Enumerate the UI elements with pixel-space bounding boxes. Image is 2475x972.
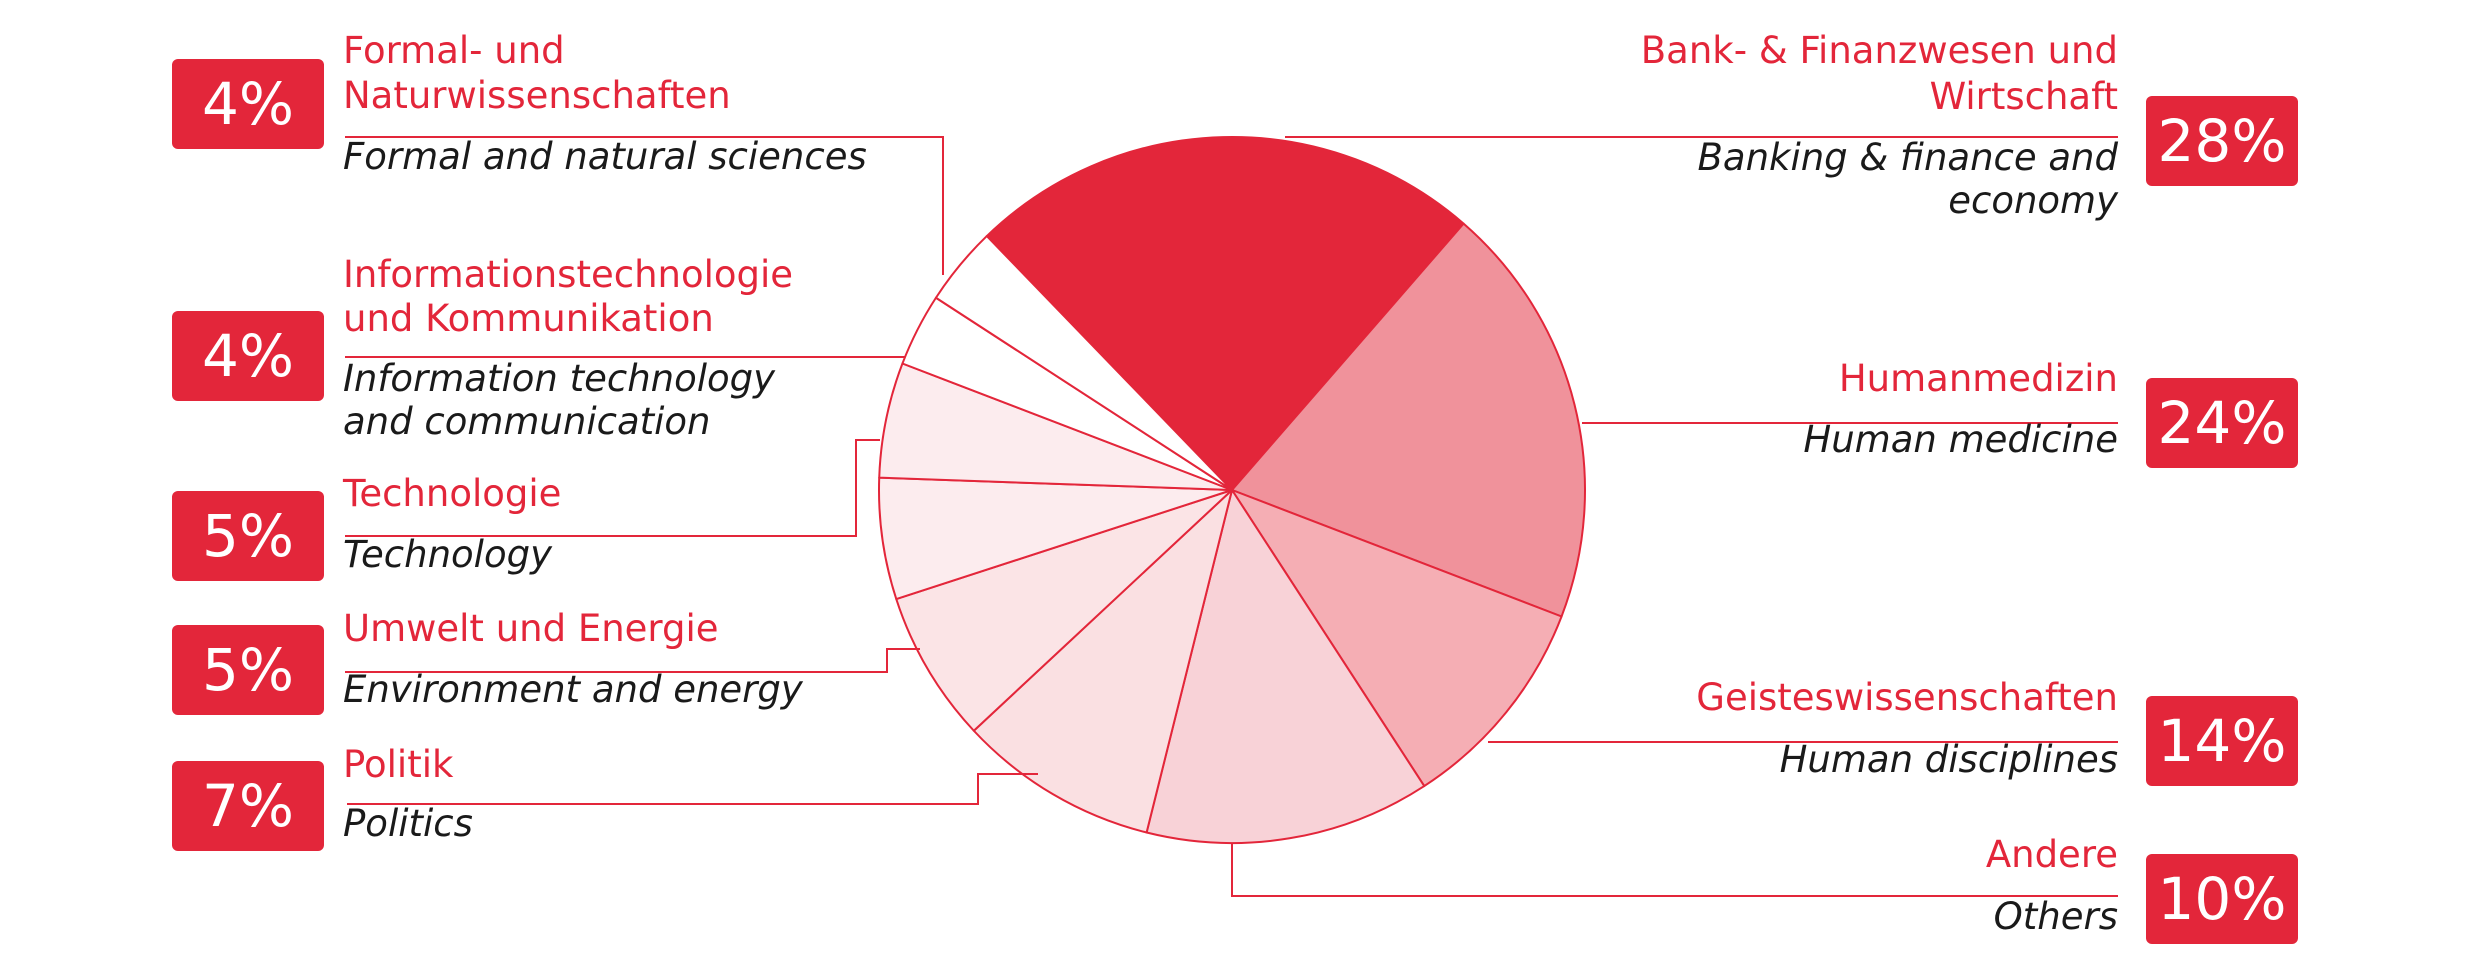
label-en-environment: Environment and energy xyxy=(343,668,804,711)
slice-label-others: 10% Andere Others xyxy=(1986,833,2298,944)
label-de-it-line-1: Informationstechnologie xyxy=(343,253,793,296)
percent-badge-sciences xyxy=(172,59,324,149)
slice-label-politics: 7% Politik Politics xyxy=(172,743,473,851)
percent-label-environment: 5% xyxy=(202,636,294,704)
label-en-medicine: Human medicine xyxy=(1803,418,2118,461)
leader-line-politics xyxy=(347,773,1038,805)
percent-badge-technology xyxy=(172,491,324,581)
label-en-it-line-2: and communication xyxy=(343,400,711,443)
percent-label-technology: 5% xyxy=(202,502,294,570)
pie-slice-humanities xyxy=(1231,489,1563,788)
slice-label-environment: 5% Umwelt und Energie Environment and ener… xyxy=(172,607,804,715)
label-de-sciences-line-2: Naturwissenschaften xyxy=(343,74,731,117)
label-de-politics: Politik xyxy=(343,743,454,786)
label-de-banking-line-2: Wirtschaft xyxy=(1930,75,2118,118)
slice-label-technology: 5% Technologie Technology xyxy=(172,472,561,581)
leader-lines xyxy=(345,136,2118,897)
label-en-banking-line-1: Banking & finance and xyxy=(1698,136,2119,179)
label-de-medicine: Humanmedizin xyxy=(1839,357,2118,400)
label-de-others: Andere xyxy=(1986,833,2118,876)
percent-label-humanities: 14% xyxy=(2158,707,2287,775)
label-de-environment: Umwelt und Energie xyxy=(343,607,719,650)
percent-badge-medicine xyxy=(2146,378,2298,468)
percent-badge-others xyxy=(2146,854,2298,944)
label-de-it-line-2: und Kommunikation xyxy=(343,297,714,340)
pie-slice-environment xyxy=(895,489,1233,732)
label-de-sciences-line-1: Formal- und xyxy=(343,29,565,72)
percent-label-banking: 28% xyxy=(2158,107,2287,175)
leader-line-environment xyxy=(345,648,920,673)
percent-label-it: 4% xyxy=(202,322,294,390)
label-en-sciences: Formal and natural sciences xyxy=(343,135,867,178)
percent-badge-environment xyxy=(172,625,324,715)
leader-line-technology xyxy=(345,439,880,537)
leader-line-sciences xyxy=(345,136,944,275)
pie-slice-politics xyxy=(972,489,1233,834)
pie-slices xyxy=(878,136,1586,844)
percent-badge-politics xyxy=(172,761,324,851)
label-en-technology: Technology xyxy=(343,533,553,576)
percent-label-medicine: 24% xyxy=(2158,389,2287,457)
percent-label-others: 10% xyxy=(2158,865,2287,933)
pie-slice-others xyxy=(1145,489,1426,844)
label-de-banking-line-1: Bank- & Finanzwesen und xyxy=(1641,29,2118,72)
percent-badge-it xyxy=(172,311,324,401)
pie-slice-sciences xyxy=(934,235,1233,491)
label-en-politics: Politics xyxy=(343,802,473,845)
label-en-banking-line-2: economy xyxy=(1948,179,2119,222)
percent-label-politics: 7% xyxy=(202,772,294,840)
label-en-it-line-1: Information technology xyxy=(343,357,776,400)
percent-badge-banking xyxy=(2146,96,2298,186)
slice-label-humanities: 14% Geisteswissenschaften Human discipline… xyxy=(1696,676,2298,786)
label-en-humanities: Human disciplines xyxy=(1780,738,2118,781)
percent-label-sciences: 4% xyxy=(202,70,294,138)
label-en-others: Others xyxy=(1994,895,2118,938)
pie-slice-banking xyxy=(985,136,1465,491)
slice-label-medicine: 24% Humanmedizin Human medicine xyxy=(1803,357,2298,468)
percent-badge-humanities xyxy=(2146,696,2298,786)
leader-line-others xyxy=(1231,843,2118,897)
label-de-humanities: Geisteswissenschaften xyxy=(1696,676,2118,719)
pie-slice-medicine xyxy=(1231,222,1586,618)
label-de-technology: Technologie xyxy=(342,472,561,515)
